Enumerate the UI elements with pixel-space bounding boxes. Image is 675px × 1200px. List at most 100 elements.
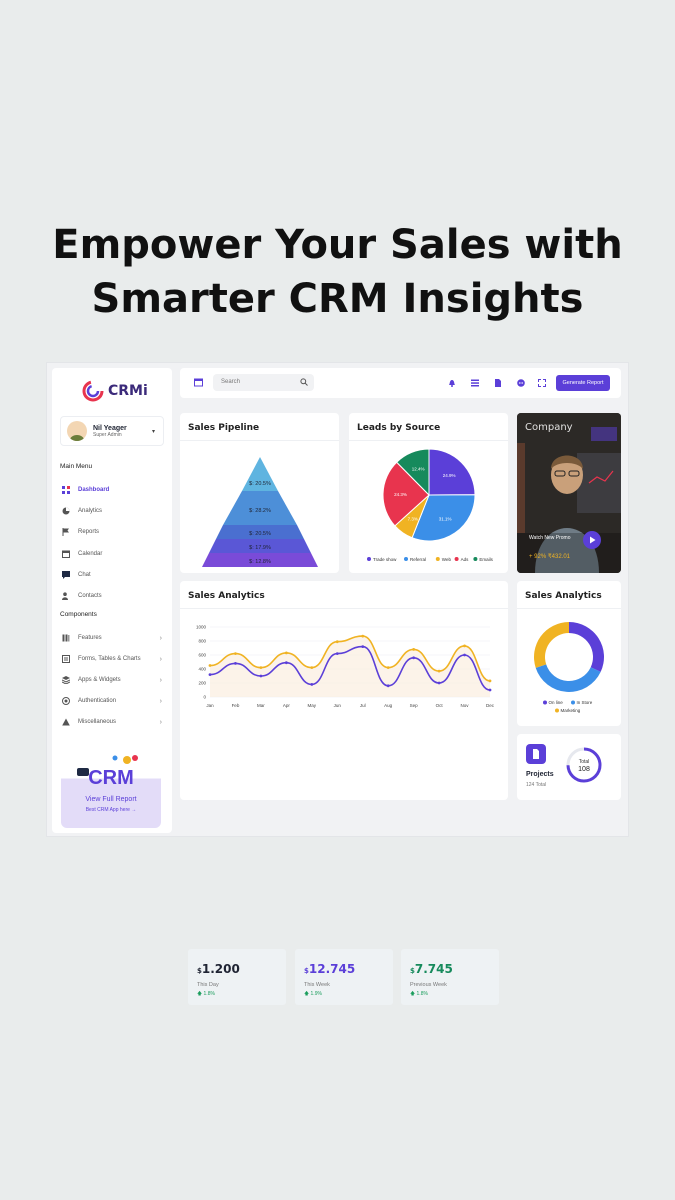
sidebar-item-chat[interactable]: Chat (62, 568, 166, 582)
play-button[interactable] (583, 531, 601, 549)
x-tick-label: Jan (206, 703, 214, 708)
x-tick-label: Sep (410, 703, 419, 708)
stat-change-value: 1.8% (416, 991, 428, 997)
promo-art-text: CRM (88, 767, 134, 788)
legend-label: Emails (479, 557, 493, 562)
stat-value: $7.745 (410, 962, 453, 976)
x-tick-label: Feb (232, 703, 240, 708)
card-title: Leads by Source (357, 423, 441, 433)
sidebar-item-label: Chat (78, 572, 91, 578)
sidebar-item-reports[interactable]: Reports (62, 525, 166, 539)
promo-title: View Full Report (85, 796, 137, 803)
stat-label: This Week (304, 982, 330, 988)
series-point (234, 652, 237, 655)
series-point (437, 681, 441, 685)
file-icon[interactable] (494, 379, 502, 387)
arrow-up-icon: 🡅 (304, 991, 310, 997)
fullscreen-icon[interactable] (538, 379, 546, 387)
x-tick-label: May (308, 703, 317, 708)
pie-slice (382, 461, 430, 527)
pipeline-funnel: $: 20.5% $: 28.2% $: 20.5% $: 17.9% $: 1… (202, 457, 318, 567)
legend-marker (367, 557, 371, 561)
pie-slice (395, 448, 430, 497)
bell-icon[interactable] (448, 379, 456, 387)
sidebar-item-label: Dashboard (78, 487, 110, 493)
y-tick-label: 0 (203, 695, 206, 700)
card-title: Sales Analytics (188, 591, 265, 601)
chevron-right-icon: › (159, 655, 162, 663)
pipeline-stage-3 (216, 525, 304, 539)
legend-label: On line (549, 700, 564, 705)
chevron-right-icon: › (159, 697, 162, 705)
stat-label: Previous Week (410, 982, 447, 988)
list-icon[interactable] (471, 379, 479, 387)
apps-icon (62, 676, 70, 684)
video-title: Company (525, 422, 573, 433)
sidebar-item-analytics[interactable]: Analytics (62, 504, 166, 518)
main-menu-heading: Main Menu (60, 463, 93, 470)
projects-ring: Total 108 (566, 747, 602, 783)
user-menu[interactable]: Nil Yeager Super Admin ▾ (60, 416, 164, 446)
promo-card[interactable]: CRM View Full Report Best CRM App here → (61, 748, 161, 828)
sidebar-item-dashboard[interactable]: Dashboard (62, 483, 166, 497)
sidebar-item-contacts[interactable]: Contacts (62, 589, 166, 603)
y-tick-label: 800 (198, 639, 206, 644)
search-input[interactable]: Search (213, 374, 314, 391)
headline: Empower Your Sales with Smarter CRM Insi… (0, 218, 675, 326)
series-point (259, 666, 263, 669)
stat-number: 7.745 (414, 962, 453, 976)
pie-slice (411, 494, 476, 542)
pie-data-label: 31.1% (439, 517, 452, 522)
y-tick-label: 200 (198, 681, 206, 686)
sidebar-item-apps[interactable]: Apps & Widgets › (62, 673, 166, 687)
sales-donut-chart: On line In Store Marketing (534, 622, 604, 713)
sidebar-item-authentication[interactable]: Authentication › (62, 694, 166, 708)
currency: $ (410, 967, 415, 975)
book-icon (62, 634, 70, 642)
x-tick-label: Aug (384, 703, 393, 708)
sidebar-item-calendar[interactable]: Calendar (62, 547, 166, 561)
card-title: Sales Pipeline (188, 423, 260, 433)
message-icon[interactable] (517, 379, 525, 387)
generate-report-button[interactable]: Generate Report (556, 375, 610, 391)
sidebar-item-miscellaneous[interactable]: Miscellaneous › (62, 715, 166, 729)
lock-icon (62, 697, 70, 705)
components-heading: Components (60, 611, 97, 618)
pie-data-label: 12.4% (412, 467, 425, 472)
legend-marker (555, 708, 559, 713)
sidebar-item-forms[interactable]: Forms, Tables & Charts › (62, 652, 166, 666)
divider (180, 440, 339, 441)
donut-slice (534, 622, 569, 668)
logo[interactable]: CRMi (82, 376, 148, 406)
area-fill (210, 636, 490, 697)
logo-icon (82, 380, 104, 402)
sidebar-item-label: Analytics (78, 508, 103, 514)
dashboard-screenshot: CRMi Nil Yeager Super Admin ▾ Main Menu … (46, 362, 629, 1005)
stat-change-value: 1.9% (310, 991, 322, 997)
x-tick-label: Jun (334, 703, 342, 708)
play-icon (590, 536, 596, 544)
sidebar-item-label: Authentication (78, 698, 117, 704)
sidebar-item-label: Apps & Widgets (78, 677, 121, 683)
sales-donut-card: Sales Analytics On line In Store Marketing (517, 581, 621, 726)
sidebar-item-features[interactable]: Features › (62, 631, 166, 645)
pie-data-label: 24.3% (394, 492, 407, 497)
legend-label: In Store (577, 700, 593, 705)
ring-value: 108 (578, 766, 590, 773)
series-point (361, 645, 365, 648)
promo-illustration: CRM (77, 755, 138, 788)
stat-change: 🡅 1.8% (197, 991, 215, 999)
calendar-menu-icon[interactable] (194, 378, 203, 387)
series-point (208, 664, 212, 667)
promo-video-card[interactable]: Company Watch New Promo + 92% ₹432.01 (517, 413, 621, 573)
user-role: Super Admin (93, 431, 122, 438)
series-line (209, 635, 491, 682)
stat-value: $1.200 (197, 962, 240, 976)
search-placeholder: Search (221, 379, 241, 385)
legend-label: Ads (461, 557, 470, 562)
x-tick-label: Mar (257, 703, 265, 708)
stat-label: This Day (197, 982, 219, 988)
sidebar-item-label: Calendar (78, 551, 103, 557)
arrow-up-icon: 🡅 (410, 991, 416, 997)
pipeline-label: $: 20.5% (249, 481, 271, 487)
